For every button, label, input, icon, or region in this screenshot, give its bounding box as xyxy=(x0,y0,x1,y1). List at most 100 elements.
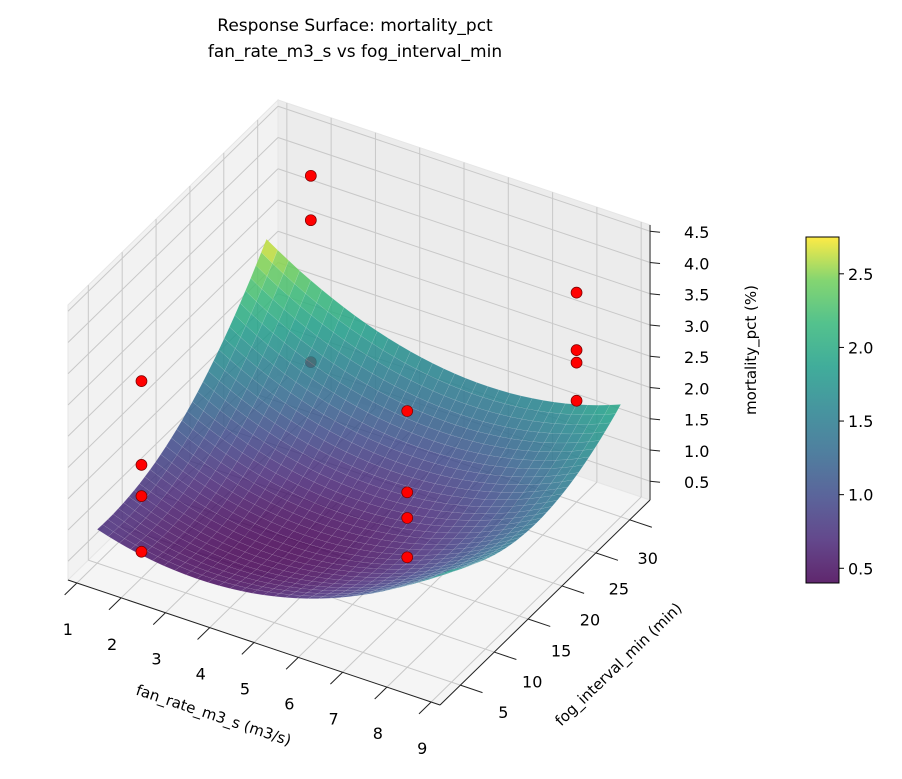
y-tick xyxy=(561,585,585,594)
data-point xyxy=(570,344,583,356)
data-point xyxy=(570,394,583,407)
x-tick-label: 6 xyxy=(284,694,294,713)
data-point xyxy=(401,551,414,564)
data-point xyxy=(401,486,414,499)
x-tick-label: 9 xyxy=(417,739,427,758)
surface-patch xyxy=(472,557,489,565)
y-tick-label: 20 xyxy=(580,611,600,630)
grid-line-z xyxy=(277,137,651,263)
grid-line-x xyxy=(430,496,642,703)
surface-patch xyxy=(566,464,585,475)
surface-patch xyxy=(593,422,611,434)
surface-patch xyxy=(556,479,574,490)
x-tick-label: 5 xyxy=(240,679,250,698)
grid-line-y xyxy=(88,559,461,686)
z-tick-label: 2.0 xyxy=(684,379,709,398)
colorbar: 0.5 1.0 1.5 2.0 2.5 xyxy=(805,236,873,584)
x-tick xyxy=(108,597,122,611)
data-point xyxy=(135,490,148,502)
z-tick xyxy=(649,324,661,327)
grid-line-z xyxy=(67,137,279,343)
surface-patch xyxy=(588,431,606,443)
x-tick-label: 4 xyxy=(196,665,206,684)
x-axis-label: fan_rate_m3_s (m3/s) xyxy=(133,681,293,751)
surface-patch xyxy=(604,404,622,415)
surface-patch xyxy=(529,511,548,521)
z-tick-label: 0.5 xyxy=(684,473,709,492)
data-point xyxy=(135,545,148,558)
z-axis-label: mortality_pct (%) xyxy=(742,285,761,415)
data-point xyxy=(135,375,148,387)
grid-line-z xyxy=(67,168,279,375)
z-tick-label: 3.5 xyxy=(684,286,709,305)
colorbar-tick-label: 2.5 xyxy=(848,265,873,284)
z-tick-label: 1.0 xyxy=(684,442,709,461)
axes-ticks: 1 2 3 4 5 6 7 8 9 5 10 15 20 25 30 0.5 1.0 1.5 2.0 2.5 3.0 3.… xyxy=(63,223,710,758)
x-tick-label: 7 xyxy=(329,709,339,728)
surface-patch xyxy=(503,537,521,545)
x-tick xyxy=(418,701,432,715)
y-tick-label: 5 xyxy=(498,703,508,722)
grid-line-z xyxy=(277,230,651,357)
z-tick xyxy=(649,261,661,264)
data-point xyxy=(570,286,583,299)
z-tick xyxy=(649,355,661,358)
grid-line-x xyxy=(386,481,598,688)
y-axis-label: fog_interval_min (min) xyxy=(551,599,686,730)
colorbar-tick-label: 2.0 xyxy=(848,338,873,357)
x-tick xyxy=(330,671,343,685)
z-tick xyxy=(649,230,661,233)
x-tick-label: 8 xyxy=(373,724,383,743)
data-point xyxy=(401,512,414,524)
y-tick-label: 25 xyxy=(609,580,629,599)
surface-patch xyxy=(440,568,457,575)
grid-line-z xyxy=(277,105,651,232)
x-tick-label: 1 xyxy=(63,620,73,639)
surface-patch xyxy=(509,532,526,541)
data-point xyxy=(304,214,317,227)
surface-patch xyxy=(540,499,558,510)
grid-line-z xyxy=(67,199,279,406)
z-tick-label: 4.5 xyxy=(684,223,709,242)
grid-line-z xyxy=(277,168,651,295)
z-tick xyxy=(649,293,661,296)
y-tick-label: 10 xyxy=(522,672,542,691)
x-tick xyxy=(64,582,78,596)
x-tick xyxy=(197,627,211,640)
scatter-above-surface xyxy=(135,169,583,564)
colorbar-tick-label: 1.0 xyxy=(848,486,873,505)
surface-patch xyxy=(461,562,479,569)
z-tick-label: 4.0 xyxy=(684,254,709,273)
y-tick xyxy=(629,519,653,528)
grid-line-z xyxy=(67,230,279,437)
z-tick-label: 1.5 xyxy=(684,411,709,430)
surface-patch xyxy=(498,541,516,549)
grid-line-z xyxy=(277,262,651,388)
x-tick-label: 2 xyxy=(107,635,117,654)
y-tick xyxy=(460,684,483,694)
x-tick xyxy=(241,642,255,655)
z-tick xyxy=(649,418,661,421)
y-tick xyxy=(527,618,551,627)
z-tick xyxy=(649,480,661,483)
x-tick xyxy=(374,686,388,700)
x-tick xyxy=(285,657,299,670)
grid-line-z xyxy=(277,199,651,326)
surface-patch xyxy=(535,506,553,516)
data-point xyxy=(570,356,583,369)
z-tick-label: 2.5 xyxy=(684,348,709,367)
colorbar-tick-label: 1.5 xyxy=(848,412,873,431)
x-tick-label: 3 xyxy=(151,650,161,669)
data-point xyxy=(304,169,317,182)
surface-patch xyxy=(524,517,543,527)
y-tick-label: 15 xyxy=(551,641,571,660)
y-axis-line xyxy=(439,499,651,706)
data-point xyxy=(135,459,148,471)
surface-patch xyxy=(577,448,595,459)
surface-patch xyxy=(551,486,569,497)
y-tick xyxy=(595,552,619,561)
chart-title-line-1: Response Surface: mortality_pct xyxy=(217,16,493,36)
z-tick xyxy=(649,386,661,389)
colorbar-gradient xyxy=(805,236,840,584)
